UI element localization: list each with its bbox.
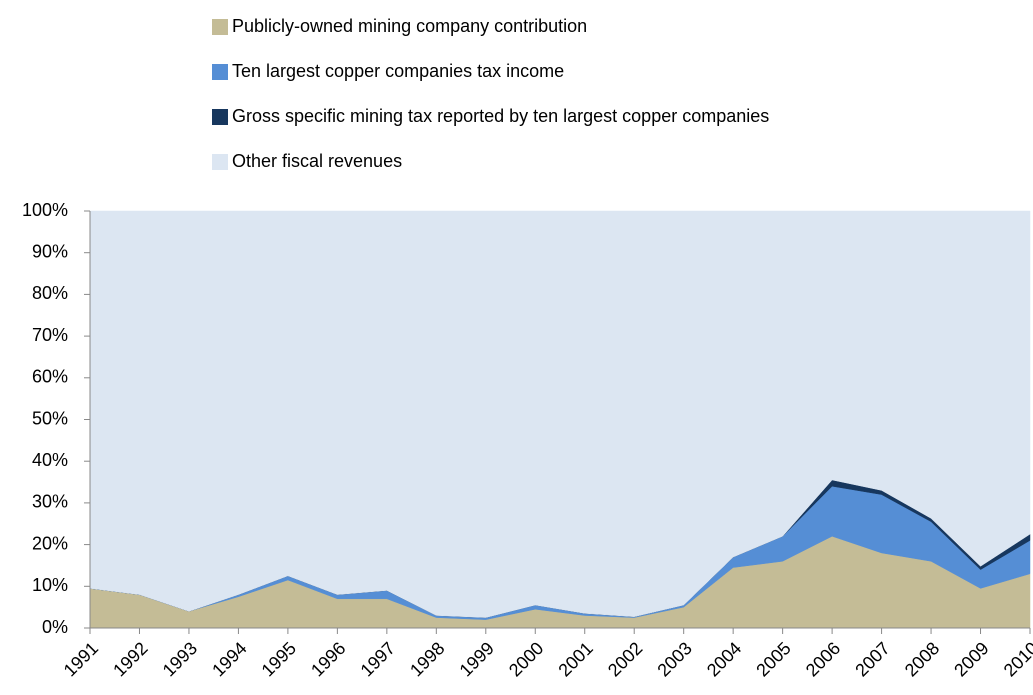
legend-swatch: [212, 64, 228, 80]
area: [89, 210, 1031, 618]
x-tick-label: 2009: [950, 638, 992, 680]
legend-swatch: [212, 19, 228, 35]
x-tick-label: 2007: [851, 638, 893, 680]
legend-label: Ten largest copper companies tax income: [232, 61, 564, 81]
legend-swatch: [212, 109, 228, 125]
y-tick-label: 20%: [32, 533, 68, 553]
y-tick-label: 60%: [32, 367, 68, 387]
y-tick-label: 0%: [42, 617, 68, 637]
y-tick-label: 100%: [22, 200, 68, 220]
legend-label: Publicly-owned mining company contributi…: [232, 16, 587, 36]
x-tick-label: 1993: [159, 638, 201, 680]
x-tick-label: 1999: [456, 638, 498, 680]
x-tick-label: 2001: [554, 638, 596, 680]
x-tick-label: 2010: [1000, 638, 1033, 680]
y-tick-label: 50%: [32, 408, 68, 428]
x-tick-label: 1994: [208, 638, 250, 680]
x-tick-label: 2004: [703, 638, 745, 680]
x-tick-label: 2000: [505, 638, 547, 680]
legend-label: Other fiscal revenues: [232, 151, 402, 171]
x-tick-label: 1991: [60, 638, 102, 680]
x-tick-label: 2003: [653, 638, 695, 680]
x-tick-label: 1996: [307, 638, 349, 680]
legend-swatch: [212, 154, 228, 170]
y-tick-label: 80%: [32, 283, 68, 303]
x-tick-label: 2005: [752, 638, 794, 680]
x-tick-label: 1995: [258, 638, 300, 680]
x-tick-label: 2008: [901, 638, 943, 680]
legend-label: Gross specific mining tax reported by te…: [232, 106, 769, 126]
x-tick-label: 2006: [802, 638, 844, 680]
x-tick-label: 1992: [109, 638, 151, 680]
y-tick-label: 10%: [32, 575, 68, 595]
y-tick-label: 30%: [32, 492, 68, 512]
x-tick-label: 1997: [357, 638, 399, 680]
y-tick-label: 70%: [32, 325, 68, 345]
y-tick-label: 40%: [32, 450, 68, 470]
y-tick-label: 90%: [32, 241, 68, 261]
x-tick-label: 1998: [406, 638, 448, 680]
x-tick-label: 2002: [604, 638, 646, 680]
